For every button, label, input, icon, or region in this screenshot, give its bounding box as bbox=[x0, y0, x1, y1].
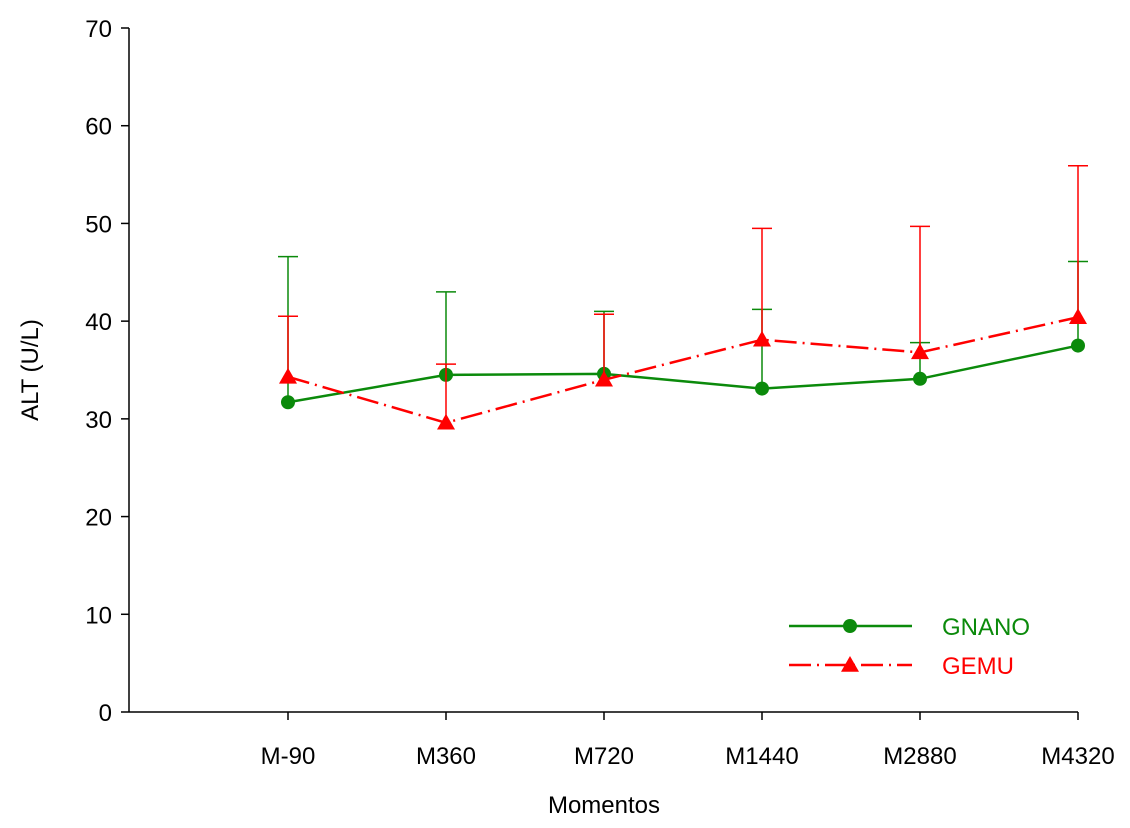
series-gemu bbox=[278, 165, 1088, 430]
legend-item-gemu: GEMU bbox=[789, 653, 1014, 680]
data-point bbox=[913, 371, 927, 386]
y-axis-title: ALT (U/L) bbox=[17, 319, 44, 421]
data-point bbox=[1069, 308, 1087, 324]
y-tick-label: 40 bbox=[85, 309, 112, 336]
series-line bbox=[287, 344, 1079, 404]
x-tick-label: M720 bbox=[574, 743, 634, 770]
y-tick-label: 30 bbox=[85, 407, 112, 434]
series-gnano bbox=[278, 255, 1088, 410]
y-tick-label: 60 bbox=[85, 114, 112, 141]
y-tick-label: 0 bbox=[99, 700, 112, 727]
x-tick-label: M360 bbox=[416, 743, 476, 770]
legend: GNANO GEMU bbox=[789, 614, 1030, 680]
data-point bbox=[595, 370, 613, 387]
x-ticks: M-90 M360 M720 M1440 M2880 M4320 bbox=[261, 712, 1115, 770]
y-tick-label: 50 bbox=[85, 211, 112, 238]
legend-label: GNANO bbox=[942, 614, 1030, 641]
y-tick-label: 20 bbox=[85, 505, 112, 532]
data-point bbox=[911, 343, 929, 360]
x-tick-label: M2880 bbox=[883, 743, 956, 770]
data-point bbox=[281, 395, 295, 410]
series-line bbox=[287, 316, 1079, 425]
data-point bbox=[1071, 338, 1085, 353]
data-point bbox=[753, 330, 771, 347]
x-tick-label: M1440 bbox=[725, 743, 798, 770]
x-tick-label: M-90 bbox=[261, 743, 316, 770]
y-tick-label: 10 bbox=[85, 602, 112, 629]
y-tick-label: 70 bbox=[85, 16, 112, 43]
series-layer bbox=[278, 165, 1088, 430]
legend-item-gnano: GNANO bbox=[789, 614, 1030, 641]
legend-label: GEMU bbox=[942, 653, 1014, 680]
legend-marker bbox=[843, 619, 857, 633]
x-axis-title: Momentos bbox=[548, 792, 660, 819]
x-tick-label: M4320 bbox=[1041, 743, 1114, 770]
legend-marker bbox=[841, 656, 859, 672]
data-point bbox=[279, 367, 297, 384]
data-point bbox=[755, 381, 769, 396]
y-ticks: 0 10 20 30 40 50 60 70 bbox=[85, 16, 129, 727]
data-point bbox=[437, 413, 455, 430]
